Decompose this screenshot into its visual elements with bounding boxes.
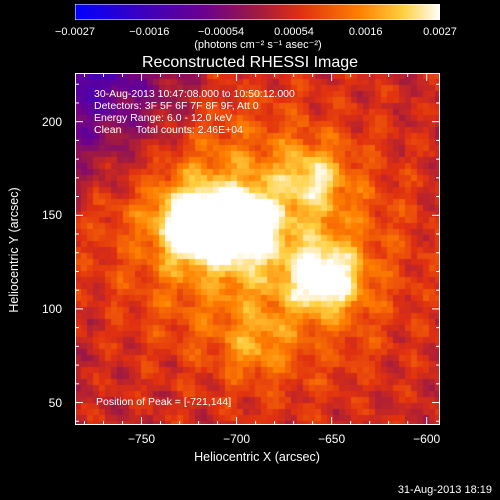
- y-tick-label: 50: [48, 395, 62, 410]
- peak-position-label: Position of Peak = [-721,144]: [96, 396, 232, 408]
- plot-frame: [75, 73, 440, 425]
- colorbar-tick-label: −0.0016: [129, 26, 170, 38]
- x-tick-label: −650: [318, 432, 346, 446]
- colorbar-tick-label: 0.0016: [348, 26, 383, 38]
- colorbar-tick-label: 0.0027: [423, 26, 457, 38]
- heatmap-image: [75, 73, 440, 425]
- y-tick-label: 200: [41, 114, 62, 129]
- y-tick-label: 100: [41, 301, 62, 316]
- colorbar-tick-label: 0.00054: [274, 26, 314, 38]
- y-axis-label: Heliocentric Y (arcsec): [7, 187, 21, 313]
- info-clean-counts: Clean Total counts: 2.46E+04: [94, 124, 243, 136]
- info-energy-range: Energy Range: 6.0 - 12.0 keV: [94, 112, 233, 124]
- colorbar-tick-label: −0.0027: [54, 26, 96, 38]
- plot-axes: [75, 73, 440, 425]
- footer-timestamp: 31-Aug-2013 18:19: [397, 484, 492, 496]
- colorbar: [75, 4, 440, 20]
- info-detectors: Detectors: 3F 5F 6F 7F 8F 9F, Att 0: [94, 100, 259, 112]
- info-time-range: 30-Aug-2013 10:47:08.000 to 10:50:12.000: [94, 88, 295, 100]
- x-tick-label: −700: [223, 432, 251, 446]
- plot-area: [75, 73, 440, 425]
- x-tick-label: −600: [413, 432, 441, 446]
- x-axis-label: Heliocentric X (arcsec): [194, 450, 320, 464]
- x-tick-label: −750: [128, 432, 156, 446]
- chart-title: Reconstructed RHESSI Image: [141, 54, 359, 71]
- colorbar-units-label: (photons cm⁻² s⁻¹ asec⁻²): [194, 39, 322, 51]
- colorbar-tick-label: −0.00054: [197, 26, 245, 38]
- y-tick-label: 150: [41, 208, 62, 223]
